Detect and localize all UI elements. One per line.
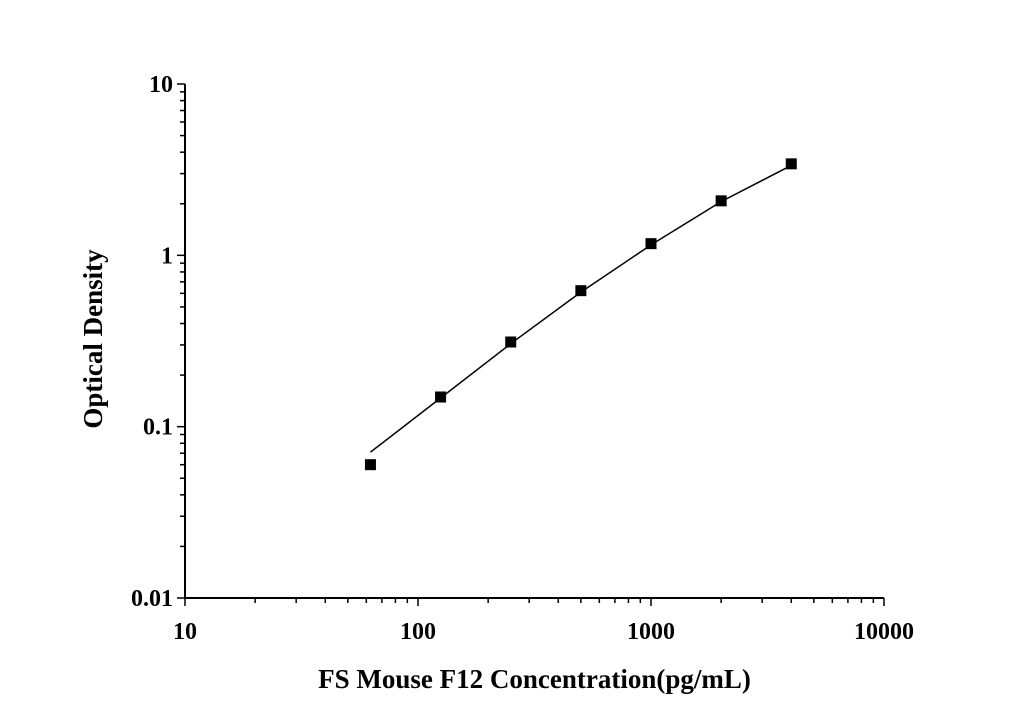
y-tick-label: 0.01 (131, 586, 173, 612)
data-point (435, 391, 447, 403)
data-point (505, 336, 517, 348)
y-axis-ticks (177, 83, 185, 599)
y-tick-label: 1 (161, 243, 173, 269)
y-axis-title: Optical Density (78, 249, 108, 429)
y-axis-tick-labels: 0.01 0.1 1 10 (131, 72, 173, 612)
data-points (364, 158, 797, 471)
data-point (645, 238, 657, 250)
x-tick-label: 1000 (627, 619, 675, 645)
x-tick-label: 10 (173, 619, 197, 645)
x-axis-ticks (184, 598, 885, 606)
data-point (785, 158, 797, 170)
x-axis-title: FS Mouse F12 Concentration(pg/mL) (318, 664, 751, 694)
data-point (364, 459, 376, 471)
x-tick-label: 100 (400, 619, 436, 645)
axes (184, 84, 884, 599)
fit-curve-line (369, 164, 792, 453)
x-axis-tick-labels: 10 100 1000 10000 (173, 619, 914, 645)
y-tick-label: 0.1 (143, 415, 173, 441)
y-tick-label: 10 (149, 72, 173, 98)
data-point (715, 195, 727, 207)
x-tick-label: 10000 (854, 619, 914, 645)
data-point (575, 285, 587, 297)
